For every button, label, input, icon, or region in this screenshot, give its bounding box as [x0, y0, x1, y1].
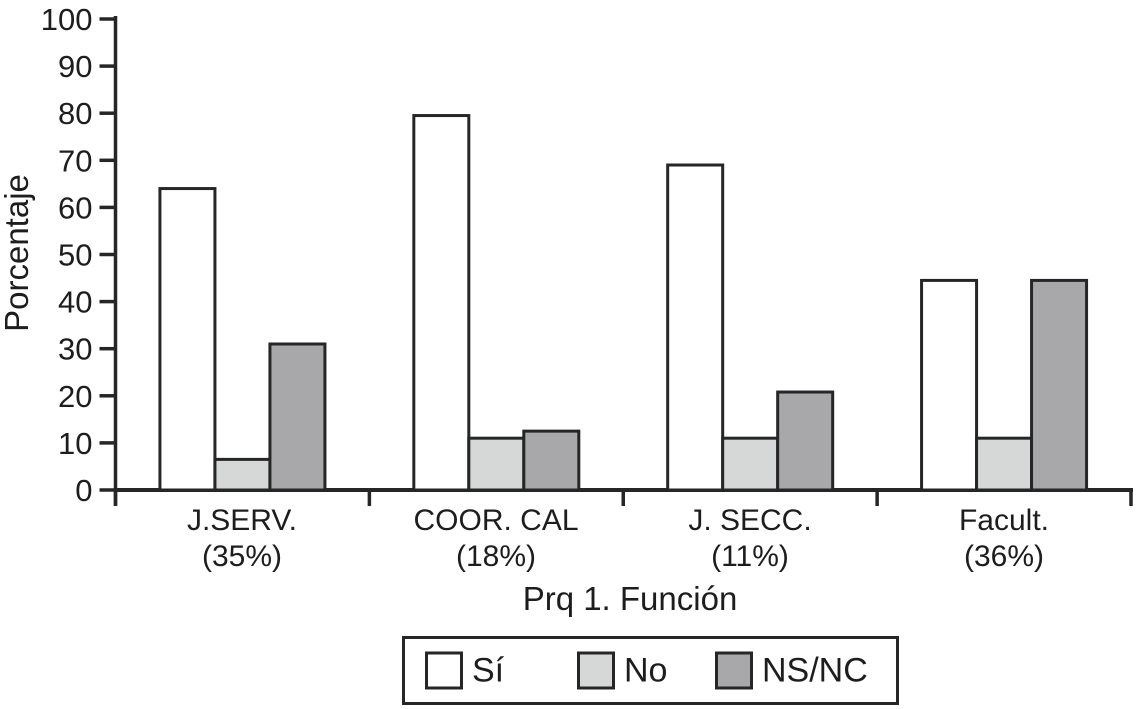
legend-item-nsnc: NS/NC [715, 651, 868, 690]
legend-item-si: Sí [425, 651, 504, 690]
category-share: (11%) [711, 540, 789, 573]
bar-Sí-Facult. [920, 278, 979, 492]
bar-No-J. SECC. [721, 436, 780, 492]
category-label-coorcal: COOR. CAL (18%) [376, 503, 616, 575]
category-name: J. SECC. [688, 504, 812, 537]
y-tick-label: 90 [58, 49, 92, 84]
y-tick-label: 0 [75, 473, 92, 508]
bar-No-Facult. [975, 436, 1034, 492]
bar-No-COOR. CAL [467, 436, 526, 492]
y-tick-label: 50 [58, 238, 92, 273]
legend-box: Sí No NS/NC [402, 636, 899, 705]
bar-NS/NC-J.SERV. [268, 342, 327, 492]
y-tick-label: 20 [58, 379, 92, 414]
y-tick-label: 100 [41, 2, 93, 37]
y-tick-label: 60 [58, 190, 92, 225]
legend-swatch-nsnc [715, 651, 753, 690]
category-label-jserv: J.SERV. (35%) [122, 503, 362, 575]
bar-Sí-J. SECC. [666, 163, 725, 492]
category-name: J.SERV. [186, 504, 298, 537]
y-tick-label: 80 [58, 96, 92, 131]
bar-NS/NC-COOR. CAL [522, 429, 581, 492]
category-name: Facult. [958, 504, 1050, 537]
y-tick-label: 70 [58, 143, 92, 178]
bar-NS/NC-Facult. [1030, 278, 1089, 492]
bar-No-J.SERV. [213, 457, 272, 492]
bar-NS/NC-J. SECC. [776, 390, 835, 492]
legend-label-nsnc: NS/NC [762, 651, 868, 689]
legend-swatch-no [577, 651, 615, 690]
bar-Sí-J.SERV. [158, 187, 217, 492]
bar-Sí-COOR. CAL [412, 114, 471, 492]
category-label-facult: Facult. (36%) [884, 503, 1124, 575]
legend-swatch-si [425, 651, 463, 690]
category-name: COOR. CAL [413, 504, 579, 537]
legend-label-si: Sí [472, 651, 505, 689]
y-tick-label: 40 [58, 285, 92, 320]
category-share: (36%) [963, 540, 1045, 573]
category-label-jsecc: J. SECC. (11%) [630, 503, 870, 575]
legend-item-no: No [577, 651, 667, 690]
y-tick-label: 10 [58, 426, 92, 461]
legend-label-no: No [624, 651, 668, 689]
y-axis-title: Porcentaje [0, 174, 35, 332]
category-share: (35%) [201, 540, 283, 573]
x-axis-title: Prq 1. Función [522, 580, 738, 617]
y-tick-label: 30 [58, 332, 92, 367]
category-share: (18%) [455, 540, 537, 573]
